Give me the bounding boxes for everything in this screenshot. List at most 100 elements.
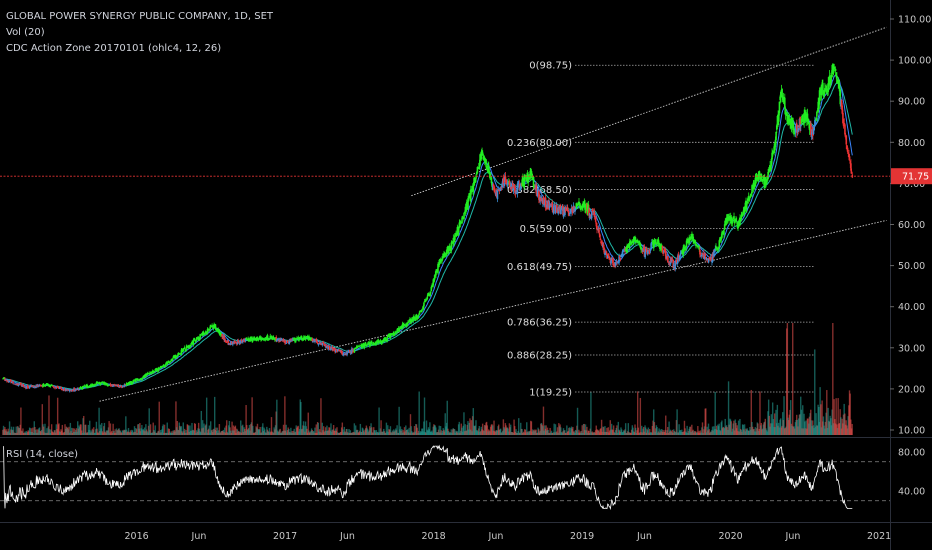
volume-bar bbox=[692, 429, 694, 435]
volume-bar bbox=[792, 323, 794, 435]
candle-body bbox=[398, 329, 401, 332]
candle-body bbox=[663, 249, 666, 252]
candle-body bbox=[697, 245, 699, 247]
candle-body bbox=[560, 207, 563, 210]
candle-body bbox=[12, 381, 14, 384]
volume-bar bbox=[336, 427, 338, 435]
volume-bar bbox=[141, 425, 143, 435]
candle-body bbox=[181, 349, 183, 352]
volume-bar bbox=[407, 429, 409, 435]
candle-body bbox=[828, 75, 831, 85]
candle-body bbox=[699, 254, 702, 256]
candle-body bbox=[429, 291, 432, 294]
volume-bar bbox=[820, 404, 822, 435]
candle-body bbox=[227, 340, 229, 345]
candle-body bbox=[584, 210, 587, 212]
candle-body bbox=[429, 292, 431, 296]
candle-body bbox=[119, 386, 121, 388]
candle-body bbox=[311, 338, 314, 342]
candle-body bbox=[822, 82, 824, 95]
candle-body bbox=[777, 113, 780, 122]
candle-body bbox=[442, 253, 445, 258]
candle-body bbox=[472, 185, 475, 192]
volume-bar bbox=[20, 407, 22, 435]
candle-body bbox=[236, 340, 239, 345]
volume-bar bbox=[535, 429, 537, 435]
candle-body bbox=[545, 207, 548, 209]
volume-bar bbox=[733, 420, 735, 435]
price-axis-tick: 110.00 bbox=[898, 15, 931, 26]
candle-body bbox=[608, 256, 610, 259]
price-candles bbox=[2, 62, 854, 393]
candle-body bbox=[761, 179, 764, 182]
candle-body bbox=[672, 260, 675, 268]
volume-bar bbox=[270, 417, 273, 435]
candle-body bbox=[743, 206, 746, 212]
candle-body bbox=[629, 240, 632, 244]
candle-body bbox=[412, 316, 415, 321]
candle-body bbox=[347, 350, 350, 353]
volume-bar bbox=[359, 423, 362, 435]
volume-bar bbox=[640, 425, 643, 435]
candle-body bbox=[183, 347, 186, 350]
candle-body bbox=[487, 165, 490, 172]
volume-bar bbox=[80, 424, 82, 435]
volume-bar bbox=[380, 420, 382, 435]
volume-bar bbox=[607, 427, 609, 435]
candle-body bbox=[574, 208, 576, 212]
volume-bar bbox=[440, 430, 442, 435]
volume-bar bbox=[135, 429, 138, 435]
candle-body bbox=[457, 228, 460, 233]
candle-body bbox=[234, 341, 236, 343]
candle-body bbox=[146, 373, 149, 375]
candle-body bbox=[109, 383, 112, 386]
candle-body bbox=[123, 386, 125, 388]
candle-body bbox=[844, 124, 846, 135]
price-axis-tick: 20.00 bbox=[898, 384, 925, 395]
candle-body bbox=[572, 212, 574, 214]
candle-body bbox=[342, 354, 344, 356]
candle-body bbox=[151, 371, 153, 373]
candle-body bbox=[458, 222, 461, 228]
candle-body bbox=[289, 339, 292, 342]
candle-body bbox=[340, 350, 342, 353]
candle-body bbox=[661, 245, 664, 252]
volume-bar bbox=[343, 426, 346, 435]
candle-body bbox=[252, 337, 254, 342]
candle-body bbox=[275, 336, 278, 341]
candle-body bbox=[450, 242, 453, 251]
candle-body bbox=[73, 388, 76, 391]
candle-body bbox=[838, 84, 841, 92]
candle-body bbox=[566, 206, 569, 212]
candle-body bbox=[564, 208, 566, 215]
candle-body bbox=[710, 257, 713, 262]
candle-body bbox=[622, 249, 625, 252]
volume-bar bbox=[389, 426, 392, 435]
candle-body bbox=[91, 383, 94, 386]
volume-bar bbox=[149, 424, 152, 435]
candle-body bbox=[578, 204, 581, 207]
candle-body bbox=[840, 99, 843, 107]
candle-body bbox=[63, 388, 66, 390]
volume-bar bbox=[22, 428, 24, 435]
candle-body bbox=[325, 346, 328, 348]
volume-bar bbox=[463, 412, 465, 435]
volume-bar bbox=[721, 420, 723, 435]
candle-body bbox=[256, 337, 259, 340]
volume-bar bbox=[187, 425, 190, 435]
volume-bar bbox=[95, 421, 98, 435]
candle-body bbox=[728, 215, 731, 221]
candle-body bbox=[605, 251, 608, 253]
channel-upper-line bbox=[411, 26, 887, 197]
candle-body bbox=[699, 249, 701, 255]
candle-body bbox=[567, 211, 570, 213]
candle-body bbox=[221, 334, 223, 338]
volume-bar bbox=[73, 428, 76, 435]
volume-bar bbox=[58, 423, 60, 435]
candle-body bbox=[224, 340, 227, 342]
candle-body bbox=[578, 201, 580, 206]
candle-body bbox=[571, 206, 574, 212]
volume-bar bbox=[75, 428, 78, 435]
